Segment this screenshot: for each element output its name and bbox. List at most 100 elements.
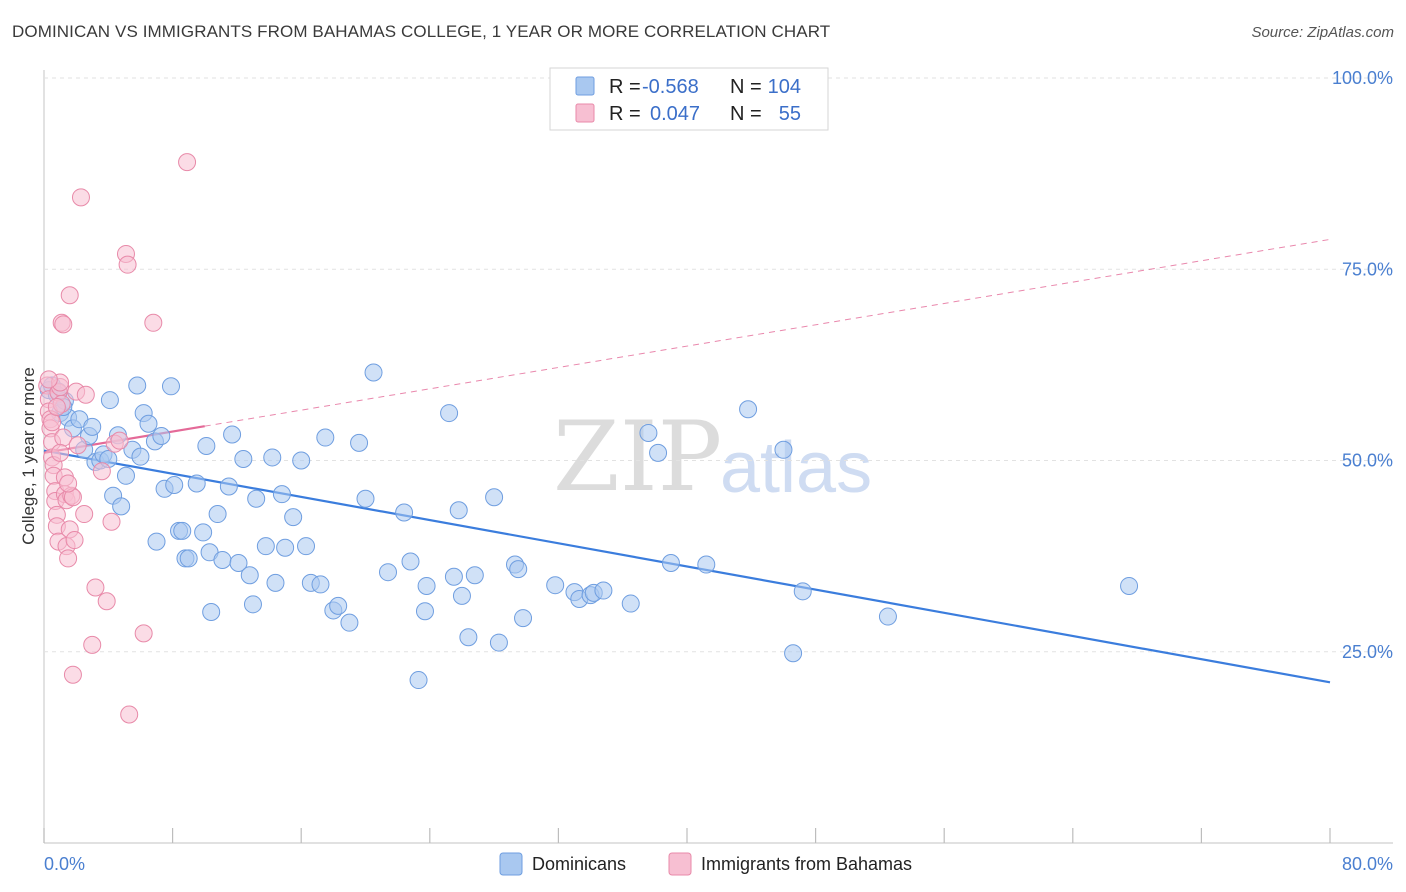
legend-n-label-1: N = xyxy=(730,103,762,125)
watermark-zip: ZIP xyxy=(553,401,722,513)
point-dominicans xyxy=(116,466,135,485)
point-dominicans xyxy=(594,581,613,600)
point-dominicans xyxy=(350,433,369,452)
point-dominicans xyxy=(263,448,282,467)
point-dominicans xyxy=(379,563,398,582)
legend-r-label-1: R = xyxy=(609,103,641,125)
legend-r-value-bahamas: 0.047 xyxy=(650,103,700,125)
point-bahamas xyxy=(76,385,95,404)
y-axis-label: College, 1 year or more xyxy=(19,367,38,545)
point-bahamas xyxy=(65,531,84,550)
legend-n-value-bahamas: 55 xyxy=(779,103,801,125)
point-bahamas xyxy=(39,370,58,389)
point-dominicans xyxy=(152,427,171,446)
point-dominicans xyxy=(364,363,383,382)
point-dominicans xyxy=(131,447,150,466)
point-bahamas xyxy=(71,188,90,207)
y-tick-label: 25.0% xyxy=(1342,642,1393,662)
y-tick-label: 50.0% xyxy=(1342,451,1393,471)
point-bahamas xyxy=(59,549,78,568)
point-dominicans xyxy=(247,489,266,508)
legend-n-value-dominicans: 104 xyxy=(768,76,801,98)
point-dominicans xyxy=(173,521,192,540)
legend-box xyxy=(549,67,829,131)
series-legend-label-bahamas: Immigrants from Bahamas xyxy=(701,854,912,874)
x-tick-label-max: 80.0% xyxy=(1342,854,1393,874)
point-bahamas xyxy=(75,505,94,524)
point-dominicans xyxy=(276,538,295,557)
point-bahamas xyxy=(43,413,62,432)
chart-title: DOMINICAN VS IMMIGRANTS FROM BAHAMAS COL… xyxy=(12,22,831,41)
point-dominicans xyxy=(219,477,238,496)
point-bahamas xyxy=(60,286,79,305)
point-dominicans xyxy=(340,613,359,632)
point-dominicans xyxy=(409,671,428,690)
point-dominicans xyxy=(440,404,459,423)
point-dominicans xyxy=(329,596,348,615)
point-dominicans xyxy=(240,566,259,585)
point-dominicans xyxy=(878,607,897,626)
point-bahamas xyxy=(134,624,153,643)
legend-n-label-0: N = xyxy=(730,76,762,98)
point-dominicans xyxy=(452,586,471,605)
x-tick-label-min: 0.0% xyxy=(44,854,85,874)
point-dominicans xyxy=(234,449,253,468)
point-dominicans xyxy=(208,505,227,524)
point-dominicans xyxy=(187,474,206,493)
point-dominicans xyxy=(112,497,131,516)
point-dominicans xyxy=(266,573,285,592)
point-bahamas xyxy=(118,255,137,274)
point-dominicans xyxy=(449,501,468,520)
point-dominicans xyxy=(194,523,213,542)
trend-line-dominicans xyxy=(43,449,1331,684)
point-bahamas xyxy=(92,462,111,481)
series-legend-swatch-dominicans xyxy=(499,852,523,876)
point-bahamas xyxy=(63,665,82,684)
point-dominicans xyxy=(311,575,330,594)
point-dominicans xyxy=(161,377,180,396)
x-axis-ticks xyxy=(43,828,1331,843)
point-bahamas xyxy=(97,592,116,611)
point-dominicans xyxy=(213,550,232,569)
point-dominicans xyxy=(621,594,640,613)
point-dominicans xyxy=(165,475,184,494)
y-tick-labels: 25.0% 50.0% 75.0% 100.0% xyxy=(1332,68,1393,662)
point-dominicans xyxy=(284,508,303,527)
point-dominicans xyxy=(459,628,478,647)
data-points xyxy=(38,153,1139,724)
watermark-atlas: atlas xyxy=(720,428,872,508)
trend-line-bahamas-dashed xyxy=(204,238,1331,427)
point-dominicans xyxy=(229,554,248,573)
point-dominicans xyxy=(401,552,420,571)
point-dominicans xyxy=(395,503,414,522)
point-dominicans xyxy=(697,555,716,574)
point-dominicans xyxy=(784,644,803,663)
point-dominicans xyxy=(793,582,812,601)
point-dominicans xyxy=(546,576,565,595)
point-dominicans xyxy=(256,537,275,556)
point-dominicans xyxy=(316,428,335,447)
point-dominicans xyxy=(147,532,166,551)
y-tick-label: 100.0% xyxy=(1332,68,1393,88)
point-dominicans xyxy=(485,488,504,507)
point-dominicans xyxy=(465,566,484,585)
point-dominicans xyxy=(514,609,533,628)
point-dominicans xyxy=(139,414,158,433)
point-dominicans xyxy=(1120,576,1139,595)
series-legend-swatch-bahamas xyxy=(668,852,692,876)
legend-r-value-dominicans: -0.568 xyxy=(642,76,699,98)
point-dominicans xyxy=(639,423,658,442)
source-label: Source: ZipAtlas.com xyxy=(1251,24,1394,41)
legend-swatch-bahamas xyxy=(575,103,595,123)
point-bahamas xyxy=(144,313,163,332)
correlation-legend: R = -0.568 N = 104 R = 0.047 N = 55 xyxy=(549,67,829,131)
series-legend-label-dominicans: Dominicans xyxy=(532,854,626,874)
point-dominicans xyxy=(202,602,221,621)
point-dominicans xyxy=(197,436,216,455)
point-dominicans xyxy=(100,391,119,410)
point-bahamas xyxy=(110,431,129,450)
legend-swatch-dominicans xyxy=(575,76,595,96)
point-dominicans xyxy=(489,633,508,652)
point-bahamas xyxy=(51,443,70,462)
point-dominicans xyxy=(179,549,198,568)
